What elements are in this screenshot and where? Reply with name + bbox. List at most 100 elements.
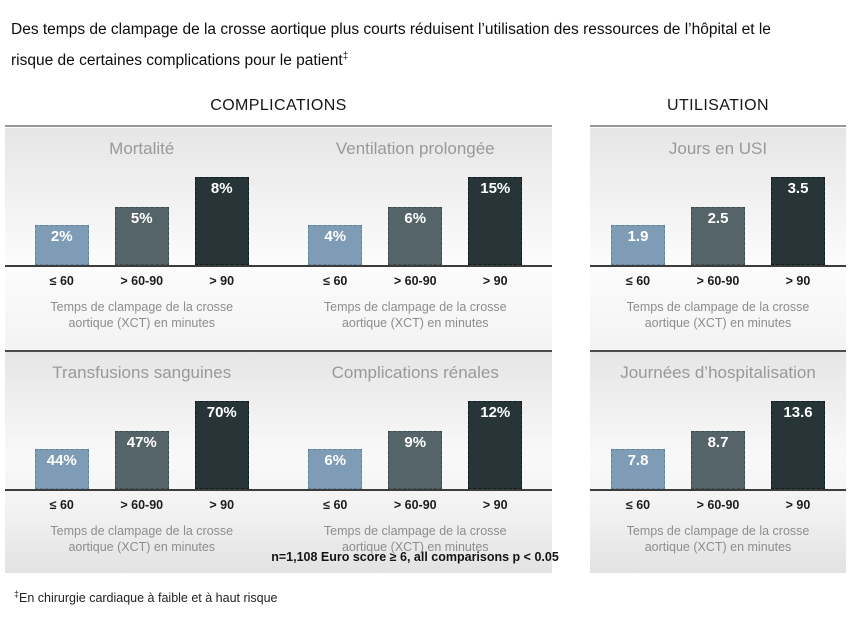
section-underline-complications: [5, 125, 552, 127]
section-header-complications: COMPLICATIONS: [210, 97, 347, 114]
tick-le60: ≤ 60: [49, 274, 74, 288]
row1-utilisation-panel: Jours en USI 1.9 2.5 3.5 ≤ 60 > 60-90 > …: [590, 128, 846, 352]
bar-value-label: 2.5: [707, 210, 729, 227]
chart-title: Ventilation prolongée: [335, 139, 495, 158]
bar-value-label: 13.6: [783, 404, 813, 421]
tick-60-90: > 60-90: [696, 274, 740, 288]
bar-gt90: 3.5: [771, 177, 825, 265]
tick-gt90: > 90: [209, 274, 235, 288]
bar-value-label: 3.5: [787, 180, 809, 197]
bar-le60: 2%: [34, 225, 89, 265]
bar-le60: 4%: [308, 225, 363, 265]
bar-value-label: 8.7: [707, 434, 729, 451]
section-header-utilisation: UTILISATION: [667, 97, 769, 114]
tick-60-90: > 60-90: [120, 274, 164, 288]
x-axis-caption: Temps de clampage de la crosse aortique …: [626, 300, 810, 330]
bar-le60: 44%: [34, 449, 89, 489]
tick-le60: ≤ 60: [625, 498, 651, 512]
chart-complications-renales: Complications rénales 6% 9% 12% ≤ 60 > 6…: [279, 352, 553, 573]
tick-gt90: > 90: [209, 498, 235, 512]
x-axis-ticks: ≤ 60 > 60-90 > 90: [5, 498, 279, 512]
chart-journees-hospitalisation: Journées d’hospitalisation 7.8 8.7 13.6 …: [590, 352, 846, 573]
x-axis-ticks: ≤ 60 > 60-90 > 90: [279, 498, 553, 512]
bar-gt90: 15%: [468, 177, 523, 265]
bar-plot: 2% 5% 8%: [5, 162, 279, 265]
x-axis-caption: Temps de clampage de la crosse aortique …: [323, 524, 507, 554]
chart-title: Transfusions sanguines: [52, 363, 232, 382]
bar-le60: 7.8: [611, 449, 665, 489]
tick-le60: ≤ 60: [49, 498, 74, 512]
chart-jours-en-usi: Jours en USI 1.9 2.5 3.5 ≤ 60 > 60-90 > …: [590, 128, 846, 350]
section-underline-utilisation: [590, 125, 846, 127]
chart-mortalite: Mortalité 2% 5% 8% ≤ 60 > 60-90 > 90 Tem…: [5, 128, 279, 350]
bar-value-label: 6%: [324, 452, 347, 469]
tick-60-90: > 60-90: [393, 498, 437, 512]
x-axis-baseline: [5, 489, 552, 491]
bar-gt90: 70%: [194, 401, 249, 489]
x-axis-caption: Temps de clampage de la crosse aortique …: [323, 300, 507, 330]
tick-le60: ≤ 60: [625, 274, 651, 288]
tick-gt90: > 90: [785, 274, 811, 288]
footnote-text: En chirurgie cardiaque à faible et à hau…: [19, 591, 278, 606]
x-axis-baseline: [5, 265, 552, 267]
chart-title: Complications rénales: [331, 363, 499, 382]
bar-value-label: 47%: [126, 434, 157, 451]
x-axis-caption: Temps de clampage de la crosse aortique …: [50, 524, 234, 554]
bar-value-label: 6%: [404, 210, 427, 227]
tick-le60: ≤ 60: [323, 498, 348, 512]
bar-value-label: 2%: [50, 228, 73, 245]
x-axis-ticks: ≤ 60 > 60-90 > 90: [5, 274, 279, 288]
x-axis-baseline: [590, 489, 846, 491]
bar-plot: 4% 6% 15%: [279, 162, 553, 265]
tick-gt90: > 90: [482, 274, 508, 288]
chart-ventilation-prolongee: Ventilation prolongée 4% 6% 15% ≤ 60 > 6…: [279, 128, 553, 350]
bar-value-label: 9%: [404, 434, 427, 451]
bar-value-label: 44%: [46, 452, 77, 469]
tick-le60: ≤ 60: [323, 274, 348, 288]
tick-60-90: > 60-90: [696, 498, 740, 512]
tick-60-90: > 60-90: [393, 274, 437, 288]
footnote: ‡En chirurgie cardiaque à faible et à ha…: [14, 589, 278, 605]
bar-le60: 6%: [308, 449, 363, 489]
bar-60-90: 2.5: [691, 207, 745, 265]
row2-complications-panel: Transfusions sanguines 44% 47% 70% ≤ 60 …: [5, 352, 559, 573]
bar-plot: 44% 47% 70%: [5, 386, 279, 489]
bar-value-label: 12%: [480, 404, 511, 421]
bar-60-90: 8.7: [691, 431, 745, 489]
bar-le60: 1.9: [611, 225, 665, 265]
bar-value-label: 5%: [130, 210, 153, 227]
bar-60-90: 6%: [388, 207, 443, 265]
bar-value-label: 70%: [206, 404, 237, 421]
x-axis-ticks: ≤ 60 > 60-90 > 90: [590, 274, 846, 288]
chart-transfusions-sanguines: Transfusions sanguines 44% 47% 70% ≤ 60 …: [5, 352, 279, 573]
x-axis-caption: Temps de clampage de la crosse aortique …: [50, 300, 234, 330]
bar-gt90: 12%: [468, 401, 523, 489]
bar-plot: 6% 9% 12%: [279, 386, 553, 489]
bar-60-90: 9%: [388, 431, 443, 489]
page-title-text: Des temps de clampage de la crosse aorti…: [11, 21, 771, 70]
row1-complications-panel: Mortalité 2% 5% 8% ≤ 60 > 60-90 > 90 Tem…: [5, 128, 552, 352]
bar-60-90: 5%: [114, 207, 169, 265]
bar-value-label: 8%: [210, 180, 233, 197]
chart-title: Journées d’hospitalisation: [620, 363, 816, 382]
bar-plot: 7.8 8.7 13.6: [590, 386, 846, 489]
x-axis-ticks: ≤ 60 > 60-90 > 90: [590, 498, 846, 512]
bar-60-90: 47%: [114, 431, 169, 489]
chart-title: Jours en USI: [668, 139, 768, 158]
x-axis-baseline: [590, 265, 846, 267]
page-title-dagger: ‡: [342, 51, 349, 62]
bar-value-label: 7.8: [627, 452, 649, 469]
row2-utilisation-panel: Journées d’hospitalisation 7.8 8.7 13.6 …: [590, 352, 846, 573]
tick-60-90: > 60-90: [120, 498, 164, 512]
tick-gt90: > 90: [482, 498, 508, 512]
bar-value-label: 1.9: [627, 228, 649, 245]
chart-title: Mortalité: [109, 139, 175, 158]
page-title: Des temps de clampage de la crosse aorti…: [11, 16, 801, 74]
bar-gt90: 13.6: [771, 401, 825, 489]
bar-value-label: 4%: [324, 228, 347, 245]
study-note: n=1,108 Euro score ≥ 6, all comparisons …: [271, 550, 559, 564]
bar-value-label: 15%: [480, 180, 511, 197]
tick-gt90: > 90: [785, 498, 811, 512]
footnote-dagger: ‡: [14, 589, 20, 599]
